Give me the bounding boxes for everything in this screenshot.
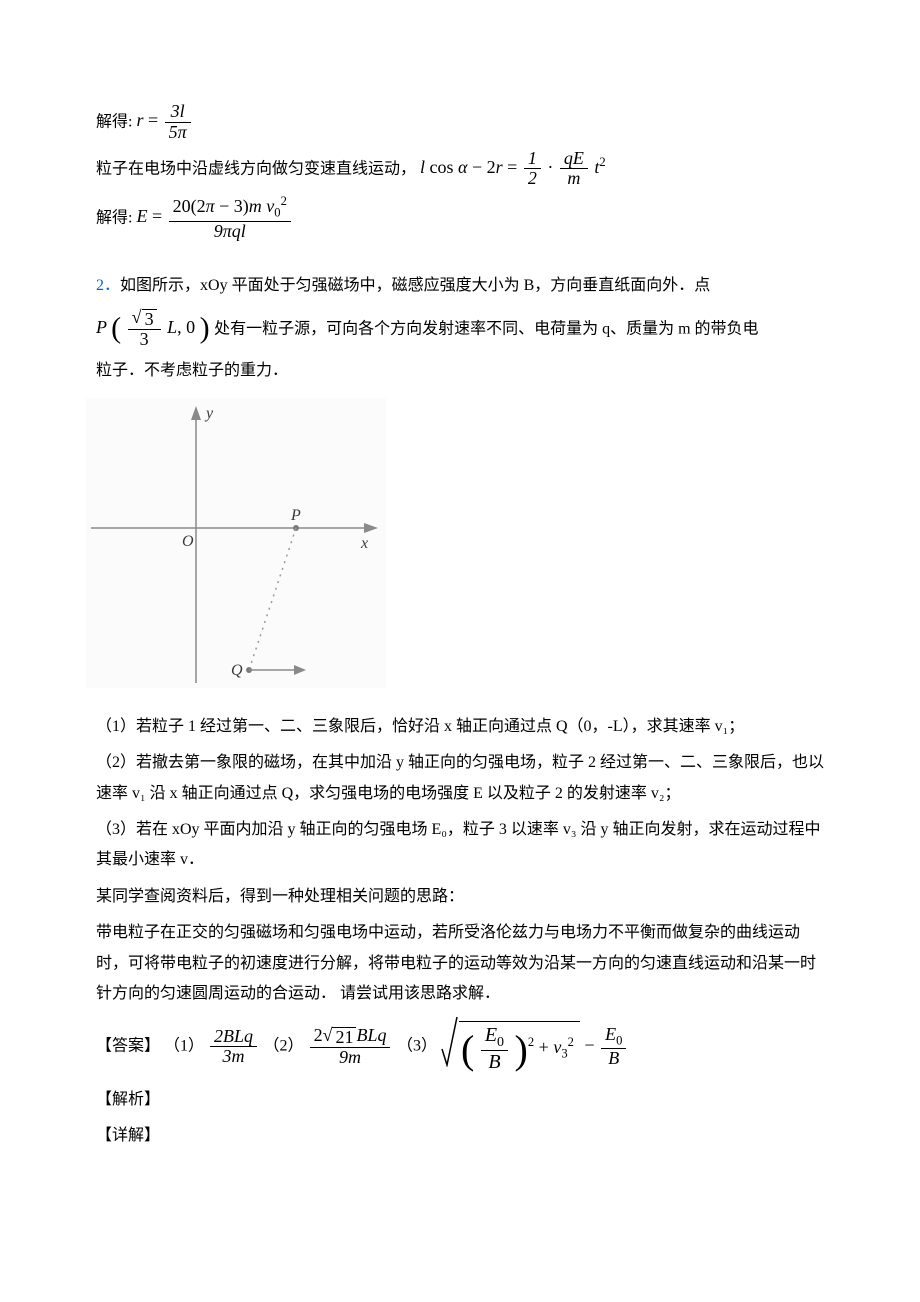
ans1-label: （1） — [164, 1038, 204, 1055]
problem2-intro2b: 粒子．不考虑粒子的重力． — [96, 356, 824, 386]
eq-r-den: 5π — [165, 123, 191, 143]
motion-prefix: 粒子在电场中沿虚线方向做匀变速直线运动， — [96, 160, 416, 177]
solve-r-line: 解得: r = 3l 5π — [96, 102, 824, 143]
jiexi-label: 【解析】 — [96, 1085, 824, 1115]
solve-E-prefix: 解得: — [96, 209, 136, 226]
eq-E-den: 9πql — [169, 222, 291, 242]
ans3-label: （3） — [397, 1038, 437, 1055]
ans2: 2√21BLq 9m — [308, 1035, 397, 1055]
solve-E-line: 解得: E = 20(2π − 3)m v02 9πql — [96, 195, 824, 241]
question-2: （2）若撤去第一象限的磁场，在其中加沿 y 轴正向的匀强电场，粒子 2 经过第一… — [96, 748, 824, 809]
problem2-intro1: 2．如图所示，xOy 平面处于匀强磁场中，磁感应强度大小为 B，方向垂直纸面向外… — [96, 271, 824, 301]
svg-text:x: x — [360, 535, 368, 552]
svg-text:y: y — [204, 405, 214, 422]
eq-motion: l cos α − 2r = 1 2 · qE m t2 — [420, 157, 606, 177]
hint-2: 带电粒子在正交的匀强磁场和匀强电场中运动，若所受洛伦兹力与电场力不平衡而做复杂的… — [96, 918, 824, 1009]
answer-line: 【答案】 （1） 2BLq 3m （2） 2√21BLq 9m （3） — [96, 1015, 824, 1078]
ans2-label: （2） — [264, 1038, 304, 1055]
point-P: P ( √3 3 L, 0 ) — [96, 317, 214, 337]
eq-motion-f1n: 1 — [524, 149, 541, 170]
question-1: （1）若粒子 1 经过第一、二、三象限后，恰好沿 x 轴正向通过点 Q（0，-L… — [96, 712, 824, 742]
eq-E: E = 20(2π − 3)m v02 9πql — [136, 206, 292, 226]
hint-1: 某同学查阅资料后，得到一种处理相关问题的思路： — [96, 882, 824, 912]
spacer — [96, 247, 824, 265]
eq-r-lhs: r — [136, 110, 143, 130]
ans3: ( E0 B )2 + v32 − E0 B — [441, 1035, 628, 1055]
solve-prefix: 解得: — [96, 113, 136, 130]
coordinate-figure: O y x P Q — [96, 392, 824, 705]
page-root: 解得: r = 3l 5π 粒子在电场中沿虚线方向做匀变速直线运动， l cos… — [0, 0, 920, 1217]
svg-text:Q: Q — [231, 662, 243, 679]
eq-motion-f2n: qE — [560, 149, 588, 170]
eq-motion-f2d: m — [560, 169, 588, 189]
ans1: 2BLq 3m — [208, 1035, 264, 1055]
eq-r-num: 3l — [165, 102, 191, 123]
eq-motion-f1d: 2 — [524, 169, 541, 189]
svg-text:P: P — [290, 507, 301, 524]
problem2-point-line: P ( √3 3 L, 0 ) 处有一粒子源，可向各个方向发射速率不同、电荷量为… — [96, 308, 824, 350]
question-3: （3）若在 xOy 平面内加沿 y 轴正向的匀强电场 E₀，粒子 3 以速率 v… — [96, 815, 824, 876]
svg-text:O: O — [182, 533, 194, 550]
answer-label: 【答案】 — [96, 1038, 160, 1055]
problem-number: 2． — [96, 277, 120, 294]
motion-line: 粒子在电场中沿虚线方向做匀变速直线运动， l cos α − 2r = 1 2 … — [96, 149, 824, 190]
eq-r: r = 3l 5π — [136, 110, 192, 130]
xiangjie-label: 【详解】 — [96, 1121, 824, 1151]
